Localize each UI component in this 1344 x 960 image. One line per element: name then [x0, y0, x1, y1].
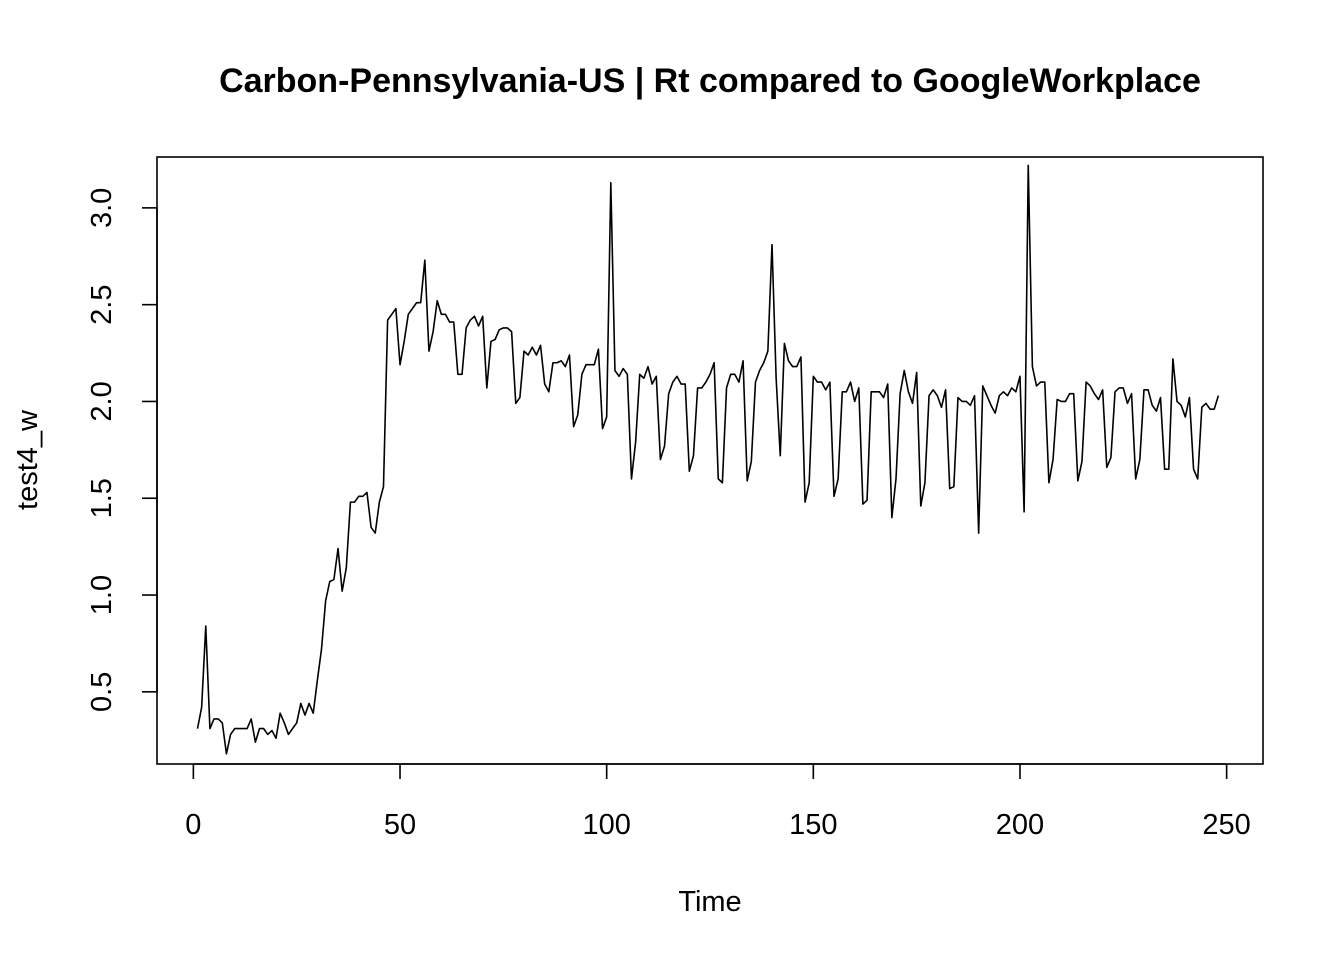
x-tick-label: 200: [996, 809, 1044, 841]
plot-frame: [156, 156, 1264, 765]
x-axis: 0 50 100 150 200 250: [185, 763, 1251, 841]
chart-title: Carbon-Pennsylvania-US | Rt compared to …: [219, 62, 1201, 100]
x-axis-label: Time: [678, 886, 741, 918]
y-axis-label: test4_w: [12, 409, 44, 510]
series-layer: [196, 164, 1220, 755]
y-tick-label: 1.5: [86, 478, 118, 518]
x-tick-label: 0: [185, 809, 201, 841]
y-tick-label: 1.0: [86, 575, 118, 615]
y-tick-label: 2.5: [86, 285, 118, 325]
y-tick-label: 2.0: [86, 381, 118, 421]
x-tick-label: 100: [582, 809, 630, 841]
x-tick-label: 50: [384, 809, 416, 841]
y-axis: 0.5 1.0 1.5 2.0 2.5 3.0: [86, 188, 158, 712]
y-tick-label: 0.5: [86, 672, 118, 712]
x-tick-label: 250: [1202, 809, 1250, 841]
x-tick-label: 150: [789, 809, 837, 841]
y-tick-label: 3.0: [86, 188, 118, 228]
series-line: [196, 164, 1220, 755]
